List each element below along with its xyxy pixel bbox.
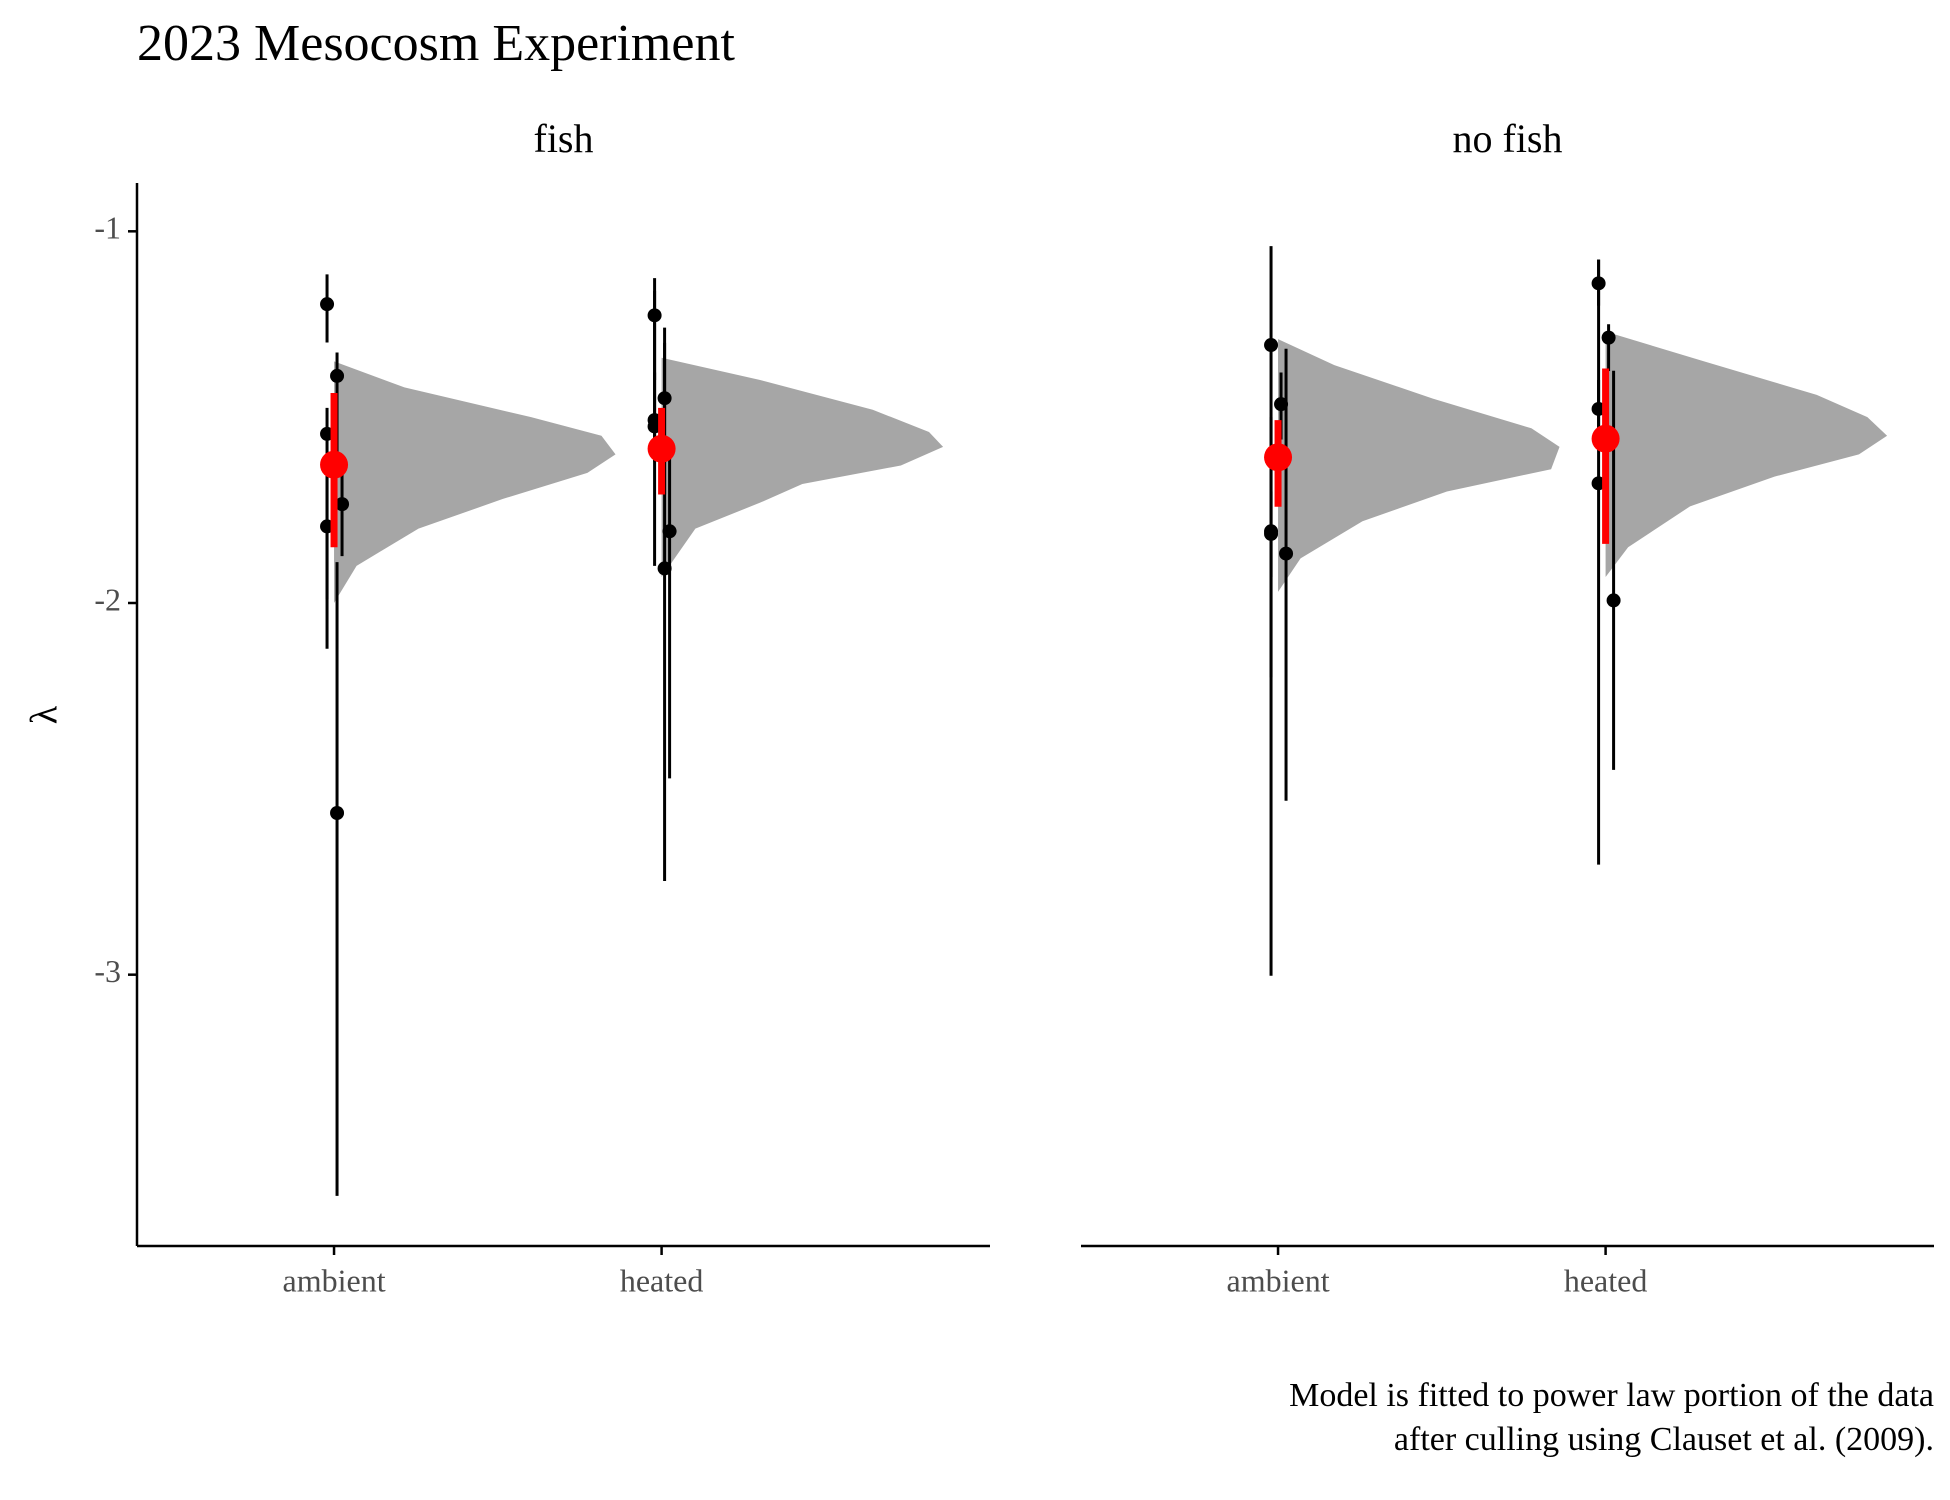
caption: Model is fitted to power law portion of … xyxy=(1289,1377,1934,1414)
x-tick-label: heated xyxy=(620,1262,704,1298)
point xyxy=(330,368,345,383)
point xyxy=(657,561,672,576)
point xyxy=(320,297,335,312)
density xyxy=(1605,331,1888,577)
point xyxy=(1264,526,1279,541)
mean-point xyxy=(1264,443,1293,472)
y-tick-label: -3 xyxy=(94,953,121,989)
y-axis-label: λ xyxy=(24,705,66,724)
facet-label: no fish xyxy=(1453,116,1563,161)
x-tick-label: heated xyxy=(1564,1262,1648,1298)
density xyxy=(1278,339,1560,592)
point xyxy=(1606,593,1621,608)
mean-point xyxy=(320,450,349,479)
y-tick-label: -2 xyxy=(94,581,121,617)
x-tick-label: ambient xyxy=(283,1262,386,1298)
point xyxy=(335,497,350,512)
point xyxy=(1264,338,1279,353)
facet-label: fish xyxy=(534,116,594,161)
caption: after culling using Clauset et al. (2009… xyxy=(1394,1421,1934,1458)
chart-title: 2023 Mesocosm Experiment xyxy=(137,15,735,72)
density xyxy=(661,357,944,577)
y-tick-label: -1 xyxy=(94,210,121,246)
density xyxy=(334,361,616,603)
mean-point xyxy=(647,434,676,463)
point xyxy=(1601,330,1616,345)
point xyxy=(330,805,345,820)
point xyxy=(1279,546,1294,561)
x-tick-label: ambient xyxy=(1227,1262,1330,1298)
mean-point xyxy=(1591,424,1620,453)
